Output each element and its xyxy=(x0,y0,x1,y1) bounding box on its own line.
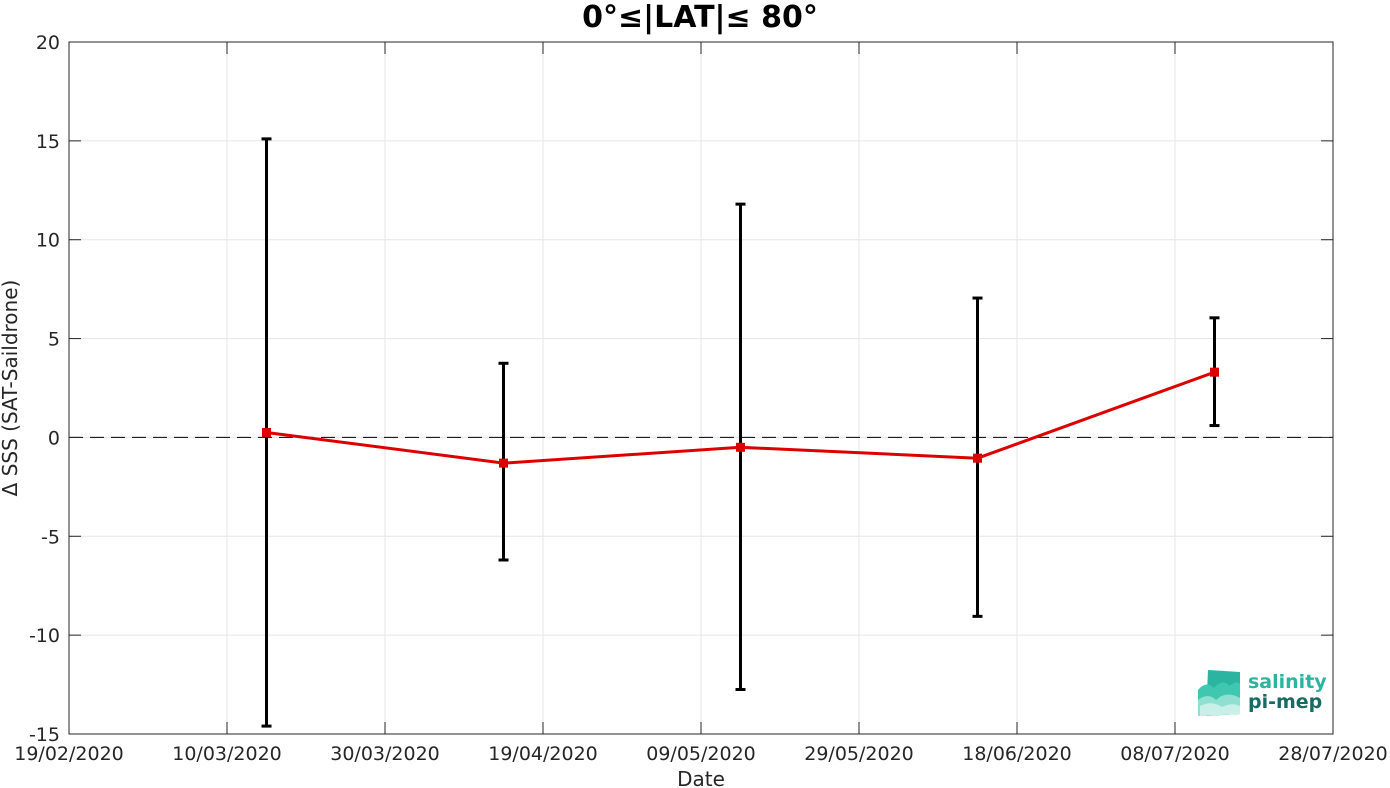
x-tick-label: 30/03/2020 xyxy=(330,743,440,765)
y-tick-label: 0 xyxy=(48,427,60,449)
x-tick-label: 08/07/2020 xyxy=(1120,743,1230,765)
x-tick-labels: 19/02/2020 10/03/2020 30/03/2020 19/04/2020… xyxy=(14,743,1388,765)
data-point-marker xyxy=(499,458,508,468)
y-tick-label: 20 xyxy=(36,32,60,54)
axis-ticks xyxy=(68,41,1334,735)
logo-text-salinity: salinity xyxy=(1248,671,1327,693)
salinity-pi-mep-logo: salinity pi-mep xyxy=(1198,670,1327,716)
x-tick-label: 28/07/2020 xyxy=(1278,743,1388,765)
y-tick-label: -5 xyxy=(41,526,60,548)
x-tick-label: 19/02/2020 xyxy=(14,743,124,765)
data-point-marker xyxy=(262,427,271,437)
x-tick-label: 19/04/2020 xyxy=(488,743,598,765)
waves-logo-icon xyxy=(1198,670,1240,716)
y-tick-label: -15 xyxy=(29,724,60,746)
x-axis-label: Date xyxy=(677,767,725,788)
chart-title: 0°≤|LAT|≤ 80° xyxy=(582,0,818,35)
x-tick-label: 09/05/2020 xyxy=(646,743,756,765)
data-point-marker xyxy=(973,453,982,463)
data-point-marker xyxy=(736,442,745,452)
y-tick-label: 10 xyxy=(36,230,60,252)
logo-text-pi-mep: pi-mep xyxy=(1248,691,1322,713)
y-tick-label: 5 xyxy=(48,329,60,351)
x-tick-label: 10/03/2020 xyxy=(172,743,282,765)
x-tick-label: 18/06/2020 xyxy=(962,743,1072,765)
series-markers xyxy=(262,367,1219,468)
y-axis-label: Δ SSS (SAT-Saildrone) xyxy=(0,280,22,497)
y-tick-label: 15 xyxy=(36,131,60,153)
y-tick-labels: -15 -10 -5 0 5 10 15 20 xyxy=(29,32,60,746)
x-tick-label: 29/05/2020 xyxy=(804,743,914,765)
y-tick-label: -10 xyxy=(29,625,60,647)
data-point-marker xyxy=(1210,367,1219,377)
